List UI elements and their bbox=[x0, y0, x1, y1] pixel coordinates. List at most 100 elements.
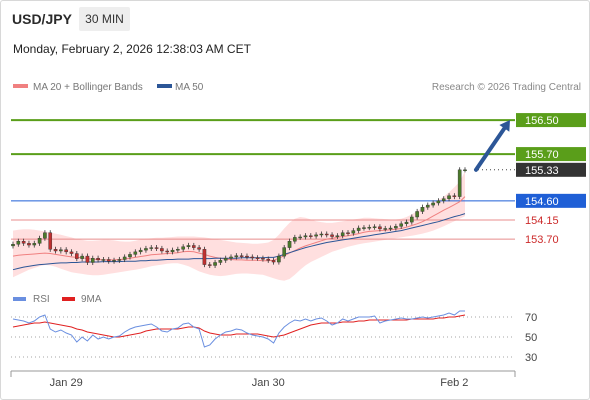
candle-body bbox=[410, 216, 414, 223]
candle-body bbox=[138, 249, 143, 253]
candle-body bbox=[452, 195, 457, 197]
watermark: Research © 2026 Trading Central bbox=[432, 82, 581, 93]
candle-body bbox=[383, 228, 388, 230]
ma50-legend-label: MA 50 bbox=[175, 82, 204, 93]
candle-body bbox=[229, 256, 233, 259]
timeframe-button[interactable]: 30 MIN bbox=[79, 7, 130, 31]
x-tick-label-2: Feb 2 bbox=[440, 377, 468, 389]
candle-body bbox=[181, 246, 185, 250]
candle-body bbox=[154, 247, 159, 249]
candle-body bbox=[27, 243, 31, 246]
rsi-legend-label: RSI bbox=[33, 294, 50, 305]
last-price-label: 155.33 bbox=[525, 165, 559, 177]
candle-body bbox=[425, 204, 430, 208]
x-tick-label-1: Jan 30 bbox=[252, 377, 285, 389]
candle-body bbox=[255, 257, 260, 259]
candle-body bbox=[293, 237, 297, 242]
candle-body bbox=[21, 241, 26, 244]
candle-body bbox=[43, 232, 47, 239]
candles-layer bbox=[11, 167, 467, 268]
x-axis: Jan 29 Jan 30 Feb 2 bbox=[10, 370, 516, 389]
candle-body bbox=[298, 236, 302, 239]
candle-body bbox=[32, 243, 37, 246]
candle-body bbox=[287, 241, 292, 248]
candle-body bbox=[218, 260, 223, 263]
candle-body bbox=[346, 232, 350, 234]
rsi-ma-legend-label: 9MA bbox=[81, 294, 102, 305]
candle-body bbox=[149, 247, 154, 249]
resistance-tag-1 bbox=[516, 147, 586, 162]
ma20-legend-label: MA 20 + Bollinger Bands bbox=[33, 82, 143, 93]
candle-body bbox=[324, 233, 329, 236]
candle-body bbox=[261, 258, 265, 260]
price-legend: MA 20 + Bollinger Bands MA 50 Research ©… bbox=[13, 82, 581, 93]
candle-body bbox=[186, 245, 191, 247]
candle-body bbox=[441, 198, 446, 202]
candle-body bbox=[160, 248, 164, 252]
candle-body bbox=[420, 207, 425, 212]
candle-body bbox=[399, 223, 403, 227]
candle-body bbox=[75, 253, 79, 259]
candle-body bbox=[117, 259, 122, 261]
bollinger-band-fill bbox=[13, 171, 465, 281]
candle-body bbox=[234, 255, 239, 258]
candle-body bbox=[431, 202, 435, 206]
candle-body bbox=[176, 249, 180, 251]
candle-body bbox=[356, 227, 361, 231]
candle-body bbox=[48, 232, 53, 250]
candle-body bbox=[282, 247, 287, 257]
candle-body bbox=[319, 233, 324, 236]
forecast-arrow-head bbox=[499, 120, 510, 132]
candle-body bbox=[372, 226, 377, 228]
candle-body bbox=[191, 245, 196, 248]
candle-body bbox=[415, 211, 419, 218]
candle-body bbox=[314, 234, 318, 237]
rsi-tick-70: 70 bbox=[525, 312, 537, 324]
level-lines-layer bbox=[11, 119, 515, 240]
candle-body bbox=[340, 232, 345, 236]
candle-body bbox=[277, 255, 281, 263]
support-label-4: 154.15 bbox=[525, 215, 559, 227]
candle-body bbox=[367, 226, 372, 229]
candle-body bbox=[11, 243, 15, 247]
candle-body bbox=[447, 195, 451, 199]
candle-body bbox=[37, 238, 42, 244]
candle-body bbox=[202, 249, 207, 265]
candle-body bbox=[53, 249, 58, 252]
support-label-5: 153.70 bbox=[525, 234, 559, 246]
candle-body bbox=[133, 251, 138, 255]
candle-body bbox=[266, 258, 271, 261]
rsi-ma-legend-swatch bbox=[62, 297, 75, 301]
candle-body bbox=[394, 226, 398, 229]
candle-body bbox=[463, 169, 467, 172]
candle-body bbox=[170, 249, 175, 253]
rsi-tick-50: 50 bbox=[525, 332, 537, 344]
pivot-label-3: 154.60 bbox=[525, 196, 559, 208]
bollinger-band-layer bbox=[13, 171, 465, 281]
x-tick-label-0: Jan 29 bbox=[50, 377, 83, 389]
ma50-legend-swatch bbox=[157, 84, 172, 88]
candle-body bbox=[197, 247, 201, 250]
ma20-legend-swatch bbox=[13, 84, 28, 88]
candle-body bbox=[69, 251, 74, 254]
forecast-arrow-layer bbox=[474, 120, 510, 172]
candle-body bbox=[80, 255, 84, 259]
rsi-legend-swatch bbox=[13, 297, 26, 301]
last-price-tag bbox=[516, 162, 586, 177]
rsi-legend: RSI 9MA bbox=[13, 294, 102, 305]
candle-body bbox=[308, 235, 313, 237]
candle-body bbox=[378, 226, 382, 230]
candle-body bbox=[165, 250, 170, 253]
pivot-tag-3 bbox=[516, 193, 586, 208]
candle-body bbox=[250, 256, 255, 259]
candle-body bbox=[207, 264, 212, 266]
resistance-label-0: 156.50 bbox=[525, 115, 559, 127]
candle-body bbox=[303, 235, 308, 238]
forecast-arrow-shaft bbox=[474, 126, 507, 172]
candle-body bbox=[106, 259, 111, 262]
candle-body bbox=[335, 235, 340, 237]
candle-body bbox=[59, 249, 63, 252]
candle-body bbox=[271, 260, 276, 263]
candle-body bbox=[388, 227, 393, 230]
